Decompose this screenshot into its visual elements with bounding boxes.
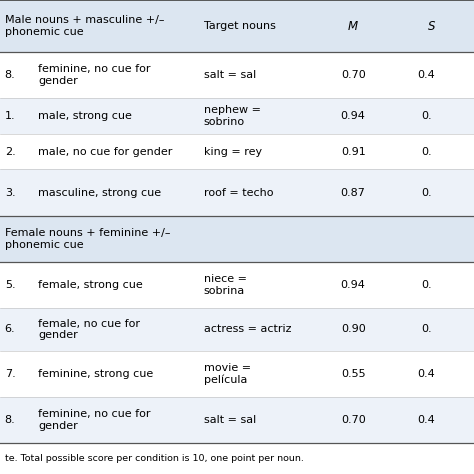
Text: Male nouns + masculine +/–
phonemic cue: Male nouns + masculine +/– phonemic cue [5,15,164,37]
Text: Target nouns: Target nouns [204,21,276,31]
Bar [0,443,474,474]
Text: M: M [348,19,358,33]
Text: 0.: 0. [421,146,432,157]
Text: 1.: 1. [5,111,15,121]
Bar [0,169,474,216]
Text: masculine, strong cue: masculine, strong cue [38,188,161,198]
Text: 0.91: 0.91 [341,146,365,157]
Text: 8.: 8. [5,70,16,80]
Bar [0,397,474,443]
Text: movie =
película: movie = película [204,363,251,385]
Bar [0,308,474,351]
Bar [0,351,474,397]
Text: 5.: 5. [5,280,15,290]
Text: 0.94: 0.94 [341,280,365,290]
Text: king = rey: king = rey [204,146,262,157]
Text: female, strong cue: female, strong cue [38,280,143,290]
Text: 0.: 0. [421,324,432,335]
Text: roof = techo: roof = techo [204,188,273,198]
Text: 0.87: 0.87 [341,188,365,198]
Text: actress = actriz: actress = actriz [204,324,292,335]
Text: female, no cue for
gender: female, no cue for gender [38,319,140,340]
Text: S: S [428,19,435,33]
Text: Female nouns + feminine +/–
phonemic cue: Female nouns + feminine +/– phonemic cue [5,228,170,250]
Text: 0.4: 0.4 [418,70,436,80]
Text: 0.4: 0.4 [418,415,436,425]
Bar [0,134,474,170]
Text: 0.90: 0.90 [341,324,365,335]
Bar [0,52,474,99]
Text: 6.: 6. [5,324,15,335]
Text: 0.70: 0.70 [341,70,365,80]
Text: 3.: 3. [5,188,15,198]
Text: feminine, no cue for
gender: feminine, no cue for gender [38,64,150,86]
Text: 7.: 7. [5,369,16,379]
Text: 0.70: 0.70 [341,415,365,425]
Text: feminine, strong cue: feminine, strong cue [38,369,153,379]
Bar [0,216,474,262]
Text: salt = sal: salt = sal [204,70,256,80]
Text: 0.4: 0.4 [418,369,436,379]
Bar [0,0,474,52]
Text: 0.55: 0.55 [341,369,365,379]
Bar [0,99,474,134]
Text: 0.: 0. [421,280,432,290]
Text: 8.: 8. [5,415,16,425]
Bar [0,262,474,308]
Text: feminine, no cue for
gender: feminine, no cue for gender [38,409,150,431]
Text: 0.: 0. [421,188,432,198]
Text: 0.94: 0.94 [341,111,365,121]
Text: nephew =
sobrino: nephew = sobrino [204,105,261,127]
Text: salt = sal: salt = sal [204,415,256,425]
Text: te. Total possible score per condition is 10, one point per noun.: te. Total possible score per condition i… [5,454,304,463]
Text: male, strong cue: male, strong cue [38,111,132,121]
Text: niece =
sobrina: niece = sobrina [204,274,247,296]
Text: male, no cue for gender: male, no cue for gender [38,146,172,157]
Text: 2.: 2. [5,146,16,157]
Text: 0.: 0. [421,111,432,121]
